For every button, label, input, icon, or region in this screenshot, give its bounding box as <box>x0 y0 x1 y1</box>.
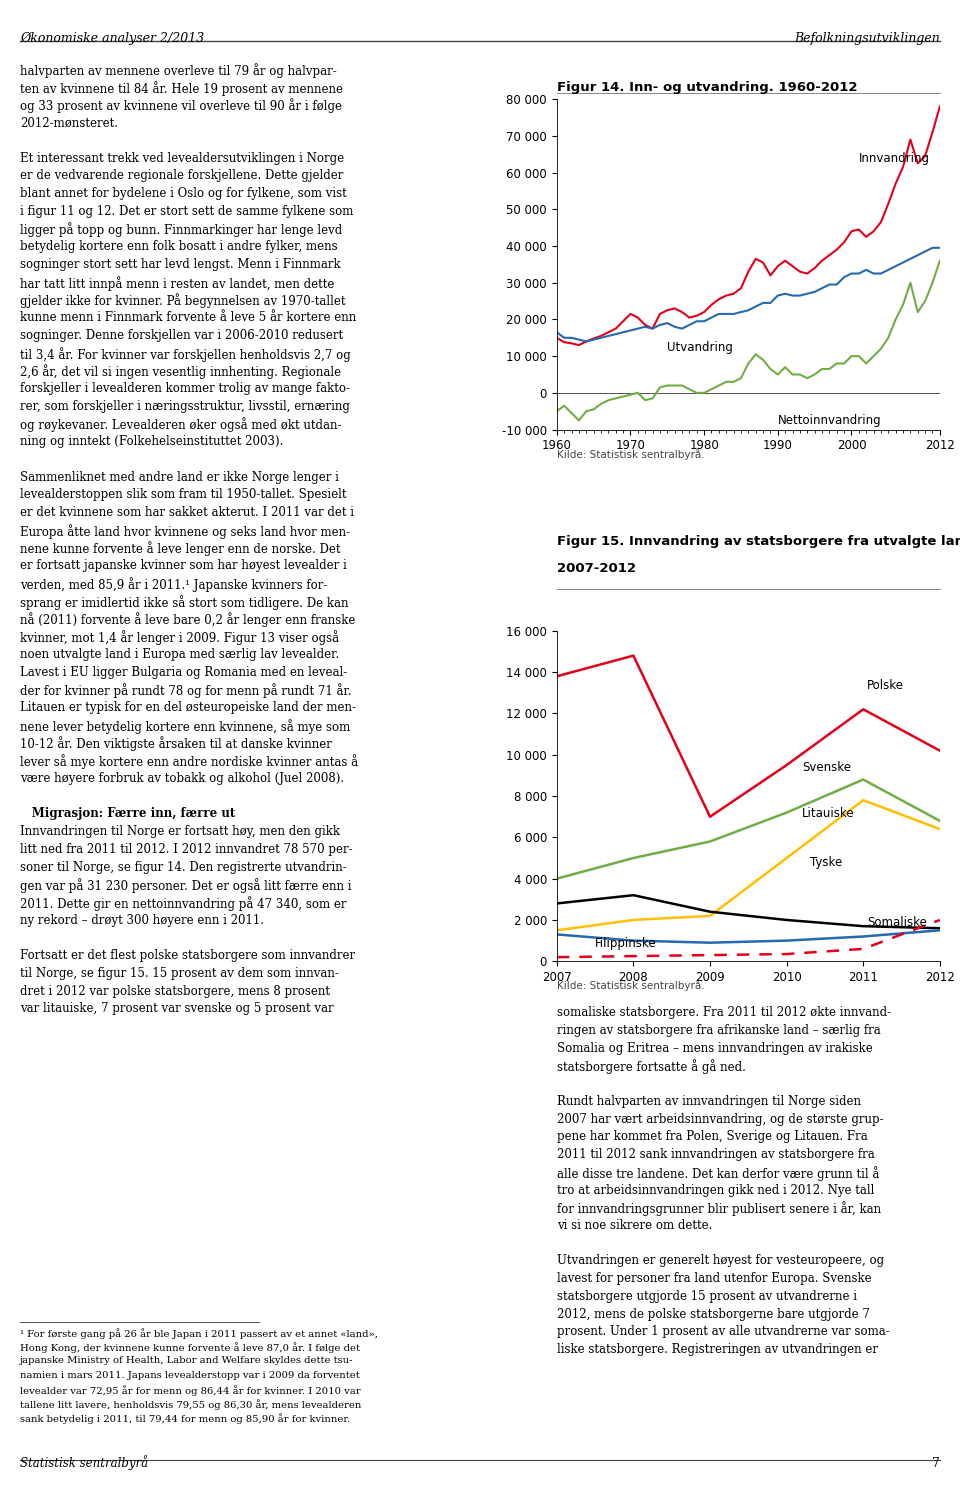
Text: Somalia og Eritrea – mens innvandringen av irakiske: Somalia og Eritrea – mens innvandringen … <box>557 1042 873 1054</box>
Text: Litauen er typisk for en del østeuropeiske land der men-: Litauen er typisk for en del østeuropeis… <box>20 701 356 713</box>
Text: Filippinske: Filippinske <box>595 937 657 949</box>
Text: Europa åtte land hvor kvinnene og seks land hvor men-: Europa åtte land hvor kvinnene og seks l… <box>20 524 350 539</box>
Text: pene har kommet fra Polen, Sverige og Litauen. Fra: pene har kommet fra Polen, Sverige og Li… <box>557 1131 868 1143</box>
Text: Rundt halvparten av innvandringen til Norge siden: Rundt halvparten av innvandringen til No… <box>557 1095 861 1108</box>
Text: Figur 14. Inn- og utvandring. 1960-2012: Figur 14. Inn- og utvandring. 1960-2012 <box>557 81 857 95</box>
Text: japanske Ministry of Health, Labor and Welfare skyldes dette tsu-: japanske Ministry of Health, Labor and W… <box>20 1356 353 1365</box>
Text: sogninger stort sett har levd lengst. Menn i Finnmark: sogninger stort sett har levd lengst. Me… <box>20 258 341 270</box>
Text: Somaliske: Somaliske <box>867 916 927 930</box>
Text: litt ned fra 2011 til 2012. I 2012 innvandret 78 570 per-: litt ned fra 2011 til 2012. I 2012 innva… <box>20 843 352 856</box>
Text: lavest for personer fra land utenfor Europa. Svenske: lavest for personer fra land utenfor Eur… <box>557 1272 872 1286</box>
Text: gjelder ikke for kvinner. På begynnelsen av 1970-tallet: gjelder ikke for kvinner. På begynnelsen… <box>20 293 346 308</box>
Text: er de vedvarende regionale forskjellene. Dette gjelder: er de vedvarende regionale forskjellene.… <box>20 170 344 182</box>
Text: gen var på 31 230 personer. Det er også litt færre enn i: gen var på 31 230 personer. Det er også … <box>20 879 351 894</box>
Text: 2007-2012: 2007-2012 <box>557 562 636 575</box>
Text: var litauiske, 7 prosent var svenske og 5 prosent var: var litauiske, 7 prosent var svenske og … <box>20 1002 334 1015</box>
Text: Fortsatt er det flest polske statsborgere som innvandrer: Fortsatt er det flest polske statsborger… <box>20 949 355 963</box>
Text: ¹ For første gang på 26 år ble Japan i 2011 passert av et annet «land»,: ¹ For første gang på 26 år ble Japan i 2… <box>20 1328 378 1338</box>
Text: Innvandringen til Norge er fortsatt høy, men den gikk: Innvandringen til Norge er fortsatt høy,… <box>20 825 340 838</box>
Text: rer, som forskjeller i næringsstruktur, livsstil, ernæring: rer, som forskjeller i næringsstruktur, … <box>20 400 350 413</box>
Text: 2011. Dette gir en nettoinnvandring på 47 340, som er: 2011. Dette gir en nettoinnvandring på 4… <box>20 897 347 912</box>
Text: sogninger. Denne forskjellen var i 2006-2010 redusert: sogninger. Denne forskjellen var i 2006-… <box>20 329 344 342</box>
Text: der for kvinner på rundt 78 og for menn på rundt 71 år.: der for kvinner på rundt 78 og for menn … <box>20 683 351 698</box>
Text: i figur 11 og 12. Det er stort sett de samme fylkene som: i figur 11 og 12. Det er stort sett de s… <box>20 204 353 218</box>
Text: Tyske: Tyske <box>809 856 842 870</box>
Text: levealder var 72,95 år for menn og 86,44 år for kvinner. I 2010 var: levealder var 72,95 år for menn og 86,44… <box>20 1385 361 1395</box>
Text: levealderstoppen slik som fram til 1950-tallet. Spesielt: levealderstoppen slik som fram til 1950-… <box>20 488 347 502</box>
Text: sank betydelig i 2011, til 79,44 for menn og 85,90 år for kvinner.: sank betydelig i 2011, til 79,44 for men… <box>20 1413 350 1424</box>
Text: Utvandringen er generelt høyest for vesteuropeere, og: Utvandringen er generelt høyest for vest… <box>557 1254 884 1268</box>
Text: kunne menn i Finnmark forvente å leve 5 år kortere enn: kunne menn i Finnmark forvente å leve 5 … <box>20 311 356 324</box>
Text: ringen av statsborgere fra afrikanske land – særlig fra: ringen av statsborgere fra afrikanske la… <box>557 1024 880 1036</box>
Text: vi si noe sikrere om dette.: vi si noe sikrere om dette. <box>557 1220 712 1232</box>
Text: lever så mye kortere enn andre nordiske kvinner antas å: lever så mye kortere enn andre nordiske … <box>20 754 358 769</box>
Text: Statistisk sentralbyrå: Statistisk sentralbyrå <box>20 1455 148 1470</box>
Text: nene lever betydelig kortere enn kvinnene, så mye som: nene lever betydelig kortere enn kvinnen… <box>20 719 350 734</box>
Text: 2,6 år, det vil si ingen vesentlig innhenting. Regionale: 2,6 år, det vil si ingen vesentlig innhe… <box>20 365 342 380</box>
Text: verden, med 85,9 år i 2011.¹ Japanske kvinners for-: verden, med 85,9 år i 2011.¹ Japanske kv… <box>20 577 327 592</box>
Text: Lavest i EU ligger Bulgaria og Romania med en leveal-: Lavest i EU ligger Bulgaria og Romania m… <box>20 665 348 679</box>
Text: betydelig kortere enn folk bosatt i andre fylker, mens: betydelig kortere enn folk bosatt i andr… <box>20 240 338 254</box>
Text: forskjeller i levealderen kommer trolig av mange fakto-: forskjeller i levealderen kommer trolig … <box>20 382 350 395</box>
Text: Svenske: Svenske <box>802 762 851 774</box>
Text: nene kunne forvente å leve lenger enn de norske. Det: nene kunne forvente å leve lenger enn de… <box>20 542 341 557</box>
Text: til 3,4 år. For kvinner var forskjellen henholdsvis 2,7 og: til 3,4 år. For kvinner var forskjellen … <box>20 347 351 362</box>
Text: Utvandring: Utvandring <box>667 341 733 353</box>
Text: og røykevaner. Levealderen øker også med økt utdan-: og røykevaner. Levealderen øker også med… <box>20 418 342 433</box>
Text: halvparten av mennene overleve til 79 år og halvpar-: halvparten av mennene overleve til 79 år… <box>20 63 337 78</box>
Text: er fortsatt japanske kvinner som har høyest levealder i: er fortsatt japanske kvinner som har høy… <box>20 559 347 572</box>
Text: noen utvalgte land i Europa med særlig lav levealder.: noen utvalgte land i Europa med særlig l… <box>20 647 340 661</box>
Text: 10-12 år. Den viktigste årsaken til at danske kvinner: 10-12 år. Den viktigste årsaken til at d… <box>20 736 332 751</box>
Text: statsborgere fortsatte å gå ned.: statsborgere fortsatte å gå ned. <box>557 1059 746 1074</box>
Text: ning og inntekt (Folkehelseinstituttet 2003).: ning og inntekt (Folkehelseinstituttet 2… <box>20 436 283 448</box>
Text: være høyere forbruk av tobakk og alkohol (Juel 2008).: være høyere forbruk av tobakk og alkohol… <box>20 772 345 786</box>
Text: dret i 2012 var polske statsborgere, mens 8 prosent: dret i 2012 var polske statsborgere, men… <box>20 985 330 997</box>
Text: ligger på topp og bunn. Finnmarkinger har lenge levd: ligger på topp og bunn. Finnmarkinger ha… <box>20 222 343 237</box>
Text: 2011 til 2012 sank innvandringen av statsborgere fra: 2011 til 2012 sank innvandringen av stat… <box>557 1148 875 1161</box>
Text: er det kvinnene som har sakket akterut. I 2011 var det i: er det kvinnene som har sakket akterut. … <box>20 506 354 520</box>
Text: Økonomiske analyser 2/2013: Økonomiske analyser 2/2013 <box>20 32 204 45</box>
Text: 2012, mens de polske statsborgerne bare utgjorde 7: 2012, mens de polske statsborgerne bare … <box>557 1308 870 1320</box>
Text: namien i mars 2011. Japans levealderstopp var i 2009 da forventet: namien i mars 2011. Japans levealderstop… <box>20 1370 360 1379</box>
Text: Et interessant trekk ved levealdersutviklingen i Norge: Et interessant trekk ved levealdersutvik… <box>20 152 345 165</box>
Text: 2012-mønsteret.: 2012-mønsteret. <box>20 116 118 129</box>
Text: Befolkningsutviklingen: Befolkningsutviklingen <box>794 32 940 45</box>
Text: alle disse tre landene. Det kan derfor være grunn til å: alle disse tre landene. Det kan derfor v… <box>557 1166 879 1181</box>
Text: Nettoinnvandring: Nettoinnvandring <box>778 415 881 427</box>
Text: soner til Norge, se figur 14. Den registrerte utvandrin-: soner til Norge, se figur 14. Den regist… <box>20 861 347 874</box>
Text: blant annet for bydelene i Oslo og for fylkene, som vist: blant annet for bydelene i Oslo og for f… <box>20 188 347 200</box>
Text: Kilde: Statistisk sentralbyrå.: Kilde: Statistisk sentralbyrå. <box>557 448 705 460</box>
Text: prosent. Under 1 prosent av alle utvandrerne var soma-: prosent. Under 1 prosent av alle utvandr… <box>557 1325 890 1338</box>
Text: somaliske statsborgere. Fra 2011 til 2012 økte innvand-: somaliske statsborgere. Fra 2011 til 201… <box>557 1006 891 1020</box>
Text: liske statsborgere. Registreringen av utvandringen er: liske statsborgere. Registreringen av ut… <box>557 1343 877 1356</box>
Text: Litauiske: Litauiske <box>802 807 854 820</box>
Text: nå (2011) forvente å leve bare 0,2 år lenger enn franske: nå (2011) forvente å leve bare 0,2 år le… <box>20 613 355 628</box>
Text: for innvandringsgrunner blir publisert senere i år, kan: for innvandringsgrunner blir publisert s… <box>557 1202 881 1217</box>
Text: kvinner, mot 1,4 år lenger i 2009. Figur 13 viser også: kvinner, mot 1,4 år lenger i 2009. Figur… <box>20 631 339 646</box>
Text: og 33 prosent av kvinnene vil overleve til 90 år i følge: og 33 prosent av kvinnene vil overleve t… <box>20 99 342 114</box>
Text: tro at arbeidsinnvandringen gikk ned i 2012. Nye tall: tro at arbeidsinnvandringen gikk ned i 2… <box>557 1184 875 1197</box>
Text: Polske: Polske <box>867 679 904 691</box>
Text: ny rekord – drøyt 300 høyere enn i 2011.: ny rekord – drøyt 300 høyere enn i 2011. <box>20 913 264 927</box>
Text: Innvandring: Innvandring <box>859 152 930 165</box>
Text: tallene litt lavere, henholdsvis 79,55 og 86,30 år, mens levealderen: tallene litt lavere, henholdsvis 79,55 o… <box>20 1400 362 1410</box>
Text: 7: 7 <box>932 1457 940 1470</box>
Text: Hong Kong, der kvinnene kunne forvente å leve 87,0 år. I følge det: Hong Kong, der kvinnene kunne forvente å… <box>20 1343 360 1353</box>
Text: 2007 har vært arbeidsinnvandring, og de største grup-: 2007 har vært arbeidsinnvandring, og de … <box>557 1113 883 1125</box>
Text: sprang er imidlertid ikke så stort som tidligere. De kan: sprang er imidlertid ikke så stort som t… <box>20 595 348 610</box>
Text: til Norge, se figur 15. 15 prosent av dem som innvan-: til Norge, se figur 15. 15 prosent av de… <box>20 967 339 979</box>
Text: har tatt litt innpå menn i resten av landet, men dette: har tatt litt innpå menn i resten av lan… <box>20 276 334 291</box>
Text: statsborgere utgjorde 15 prosent av utvandrerne i: statsborgere utgjorde 15 prosent av utva… <box>557 1290 856 1302</box>
Text: Migrasjon: Færre inn, færre ut: Migrasjon: Færre inn, færre ut <box>20 808 235 820</box>
Text: Sammenliknet med andre land er ikke Norge lenger i: Sammenliknet med andre land er ikke Norg… <box>20 470 339 484</box>
Text: Kilde: Statistisk sentralbyrå.: Kilde: Statistisk sentralbyrå. <box>557 979 705 991</box>
Text: ten av kvinnene til 84 år. Hele 19 prosent av mennene: ten av kvinnene til 84 år. Hele 19 prose… <box>20 81 343 96</box>
Text: Figur 15. Innvandring av statsborgere fra utvalgte land.: Figur 15. Innvandring av statsborgere fr… <box>557 535 960 548</box>
